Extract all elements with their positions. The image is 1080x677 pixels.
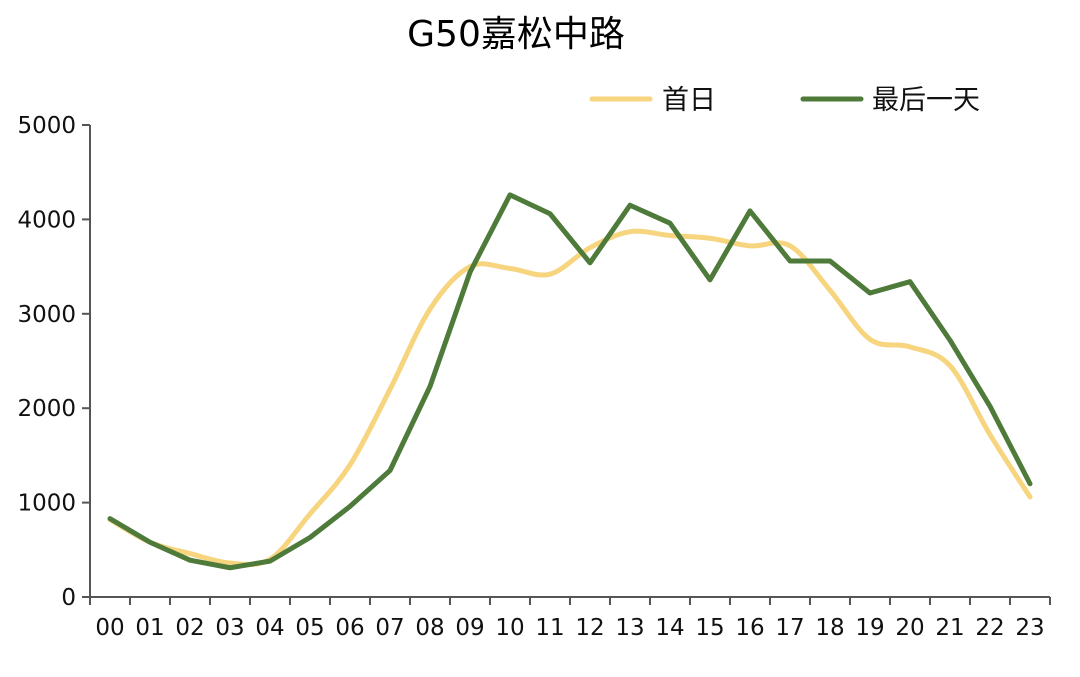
x-tick-label: 22: [975, 615, 1004, 641]
x-tick-label: 04: [255, 615, 284, 641]
legend-label-last-day: 最后一天: [872, 85, 980, 116]
x-tick-label: 21: [935, 615, 964, 641]
x-tick-label: 01: [135, 615, 164, 641]
x-tick-label: 11: [535, 615, 564, 641]
x-tick-label: 05: [295, 615, 324, 641]
x-tick-label: 14: [655, 615, 684, 641]
x-tick-label: 13: [615, 615, 644, 641]
series-line-first-day: [107, 228, 1033, 568]
y-tick-label: 4000: [17, 207, 76, 233]
x-tick-label: 02: [175, 615, 204, 641]
series-layer: [107, 192, 1033, 571]
y-tick-label: 3000: [17, 302, 76, 328]
series-line-last-day: [107, 192, 1033, 571]
x-tick-label: 19: [855, 615, 884, 641]
x-tick-label: 18: [815, 615, 844, 641]
y-axis: 0 1000 2000 3000 4000 5000: [17, 113, 91, 611]
y-tick-label: 1000: [17, 491, 76, 517]
x-tick-label: 00: [95, 615, 124, 641]
x-tick-label: 07: [375, 615, 404, 641]
chart-title: G50嘉松中路: [407, 14, 625, 55]
x-tick-label: 08: [415, 615, 444, 641]
x-axis: 00 01 02 03 04 05 06 07 08 09 10 11 12 13 14 15 16 17 18 19…: [89, 596, 1051, 641]
x-tick-label: 09: [455, 615, 484, 641]
y-tick-label: 5000: [17, 113, 76, 139]
x-tick-label: 15: [695, 615, 724, 641]
legend-label-first-day: 首日: [662, 85, 716, 116]
x-tick-label: 17: [775, 615, 804, 641]
x-tick-label: 06: [335, 615, 364, 641]
x-tick-label: 16: [735, 615, 764, 641]
y-tick-label: 0: [61, 585, 76, 611]
x-tick-label: 23: [1015, 615, 1044, 641]
x-tick-label: 20: [895, 615, 924, 641]
y-tick-label: 2000: [17, 396, 76, 422]
x-tick-label: 12: [575, 615, 604, 641]
x-tick-label: 10: [495, 615, 524, 641]
legend: 首日 最后一天: [589, 85, 980, 116]
x-tick-label: 03: [215, 615, 244, 641]
